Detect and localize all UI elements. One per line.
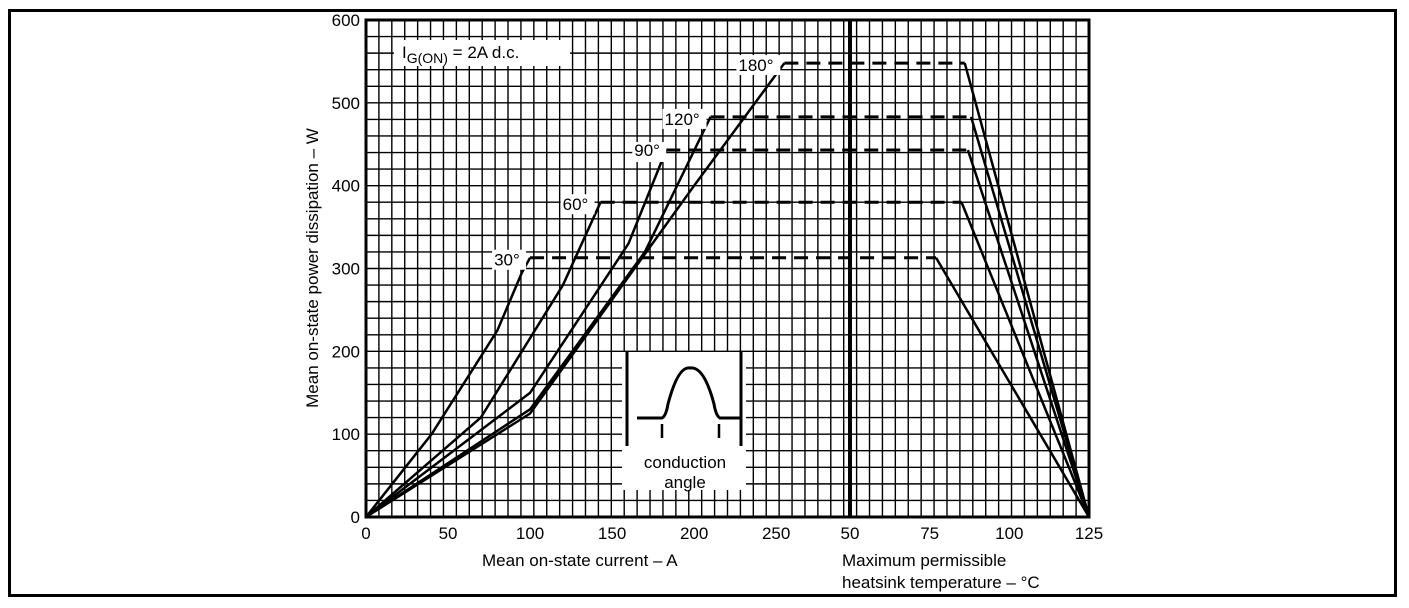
series-derating-line (969, 116, 1091, 518)
series-label: 180° (738, 56, 773, 75)
tick-labels: 0 100 200 300 400 500 600 0 50 100 150 200 250 50 75 10… (332, 11, 1104, 543)
series-derating-line (966, 149, 1091, 518)
y-tick-label: 0 (351, 508, 360, 527)
y-tick-label: 100 (332, 425, 360, 444)
x-tick-label-temperature: 100 (995, 524, 1023, 543)
series-label-bg (632, 142, 667, 163)
x-tick-label-current: 100 (516, 524, 544, 543)
series-layer: 30° 60° 90° 120° 180° (365, 55, 1091, 519)
plot-border (364, 18, 1091, 519)
series-label-bg (736, 55, 781, 76)
series-label-bg (492, 249, 527, 270)
x-tick-label-current: 50 (439, 524, 458, 543)
series-curve (365, 62, 786, 519)
series-derating-line (963, 62, 1091, 518)
y-tick-label: 200 (332, 342, 360, 361)
x-axis-label-temperature-line1: Maximum permissible (842, 551, 1006, 570)
series-label: 60° (563, 195, 589, 214)
annotation-label: IG(ON) = 2A d.c. (402, 43, 519, 66)
series-label: 30° (494, 251, 520, 270)
series-curve (365, 116, 712, 519)
y-tick-label: 300 (332, 260, 360, 279)
x-tick-label-current: 150 (598, 524, 626, 543)
series-derating-line (934, 257, 1091, 518)
annotation-box: IG(ON) = 2A d.c. (394, 40, 570, 66)
series-label-bg (662, 108, 707, 129)
x-tick-label-current: 0 (361, 524, 370, 543)
x-tick-label-temperature: 125 (1075, 524, 1103, 543)
series-curve (365, 201, 602, 518)
x-tick-label-current: 200 (680, 524, 708, 543)
series-label-bg (560, 194, 595, 215)
axes (364, 18, 1091, 519)
series-curve (365, 149, 668, 518)
conduction-angle-inset: conduction angle (622, 352, 746, 492)
inset-label-line2: angle (664, 473, 706, 492)
series-label: 90° (634, 141, 660, 160)
series-label: 120° (665, 110, 700, 129)
y-tick-label: 600 (332, 11, 360, 30)
y-tick-label: 400 (332, 177, 360, 196)
x-axis-label-temperature-line2: heatsink temperature – °C (842, 573, 1040, 592)
inset-label-line1: conduction (644, 453, 726, 472)
y-axis-label: Mean on-state power dissipation – W (303, 128, 322, 408)
x-tick-label-temperature: 75 (920, 524, 939, 543)
series-derating-line (960, 201, 1091, 518)
x-tick-label-temperature: 50 (841, 524, 860, 543)
y-tick-label: 500 (332, 94, 360, 113)
x-axis-label-current: Mean on-state current – A (482, 551, 678, 570)
x-tick-label-current: 250 (762, 524, 790, 543)
